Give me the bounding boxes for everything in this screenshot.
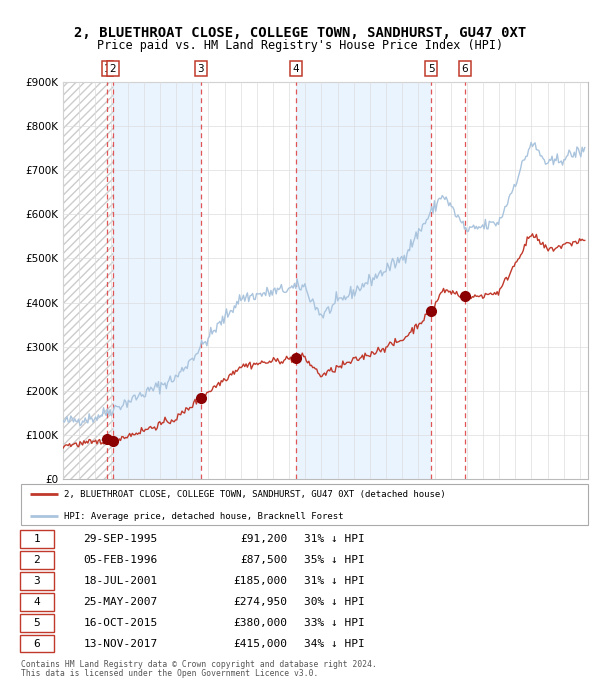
Text: £185,000: £185,000	[233, 576, 287, 585]
Text: 1: 1	[104, 64, 111, 73]
FancyBboxPatch shape	[20, 572, 54, 590]
Text: Price paid vs. HM Land Registry's House Price Index (HPI): Price paid vs. HM Land Registry's House …	[97, 39, 503, 52]
FancyBboxPatch shape	[20, 635, 54, 653]
Text: This data is licensed under the Open Government Licence v3.0.: This data is licensed under the Open Gov…	[21, 669, 319, 678]
FancyBboxPatch shape	[20, 593, 54, 611]
FancyBboxPatch shape	[20, 614, 54, 632]
Text: 16-OCT-2015: 16-OCT-2015	[83, 617, 158, 628]
Text: £274,950: £274,950	[233, 597, 287, 607]
Text: 6: 6	[461, 64, 468, 73]
Text: 34% ↓ HPI: 34% ↓ HPI	[305, 639, 365, 649]
Bar	[113, 82, 201, 479]
Text: 4: 4	[292, 64, 299, 73]
Text: Contains HM Land Registry data © Crown copyright and database right 2024.: Contains HM Land Registry data © Crown c…	[21, 660, 377, 668]
Text: 31% ↓ HPI: 31% ↓ HPI	[305, 576, 365, 585]
Bar	[296, 82, 431, 479]
Text: £91,200: £91,200	[240, 534, 287, 544]
Text: 3: 3	[34, 576, 40, 585]
Text: 4: 4	[34, 597, 40, 607]
Text: £415,000: £415,000	[233, 639, 287, 649]
Text: 2, BLUETHROAT CLOSE, COLLEGE TOWN, SANDHURST, GU47 0XT (detached house): 2, BLUETHROAT CLOSE, COLLEGE TOWN, SANDH…	[64, 490, 445, 499]
FancyBboxPatch shape	[20, 551, 54, 568]
Text: 6: 6	[34, 639, 40, 649]
FancyBboxPatch shape	[21, 484, 588, 525]
FancyBboxPatch shape	[20, 530, 54, 547]
Text: 13-NOV-2017: 13-NOV-2017	[83, 639, 158, 649]
Text: 05-FEB-1996: 05-FEB-1996	[83, 555, 158, 565]
Text: 3: 3	[197, 64, 204, 73]
Text: 2: 2	[34, 555, 40, 565]
Text: £87,500: £87,500	[240, 555, 287, 565]
Text: 2, BLUETHROAT CLOSE, COLLEGE TOWN, SANDHURST, GU47 0XT: 2, BLUETHROAT CLOSE, COLLEGE TOWN, SANDH…	[74, 26, 526, 40]
Text: 35% ↓ HPI: 35% ↓ HPI	[305, 555, 365, 565]
Text: 33% ↓ HPI: 33% ↓ HPI	[305, 617, 365, 628]
Text: 18-JUL-2001: 18-JUL-2001	[83, 576, 158, 585]
Text: 30% ↓ HPI: 30% ↓ HPI	[305, 597, 365, 607]
Text: 5: 5	[428, 64, 434, 73]
Text: 29-SEP-1995: 29-SEP-1995	[83, 534, 158, 544]
Text: 1: 1	[34, 534, 40, 544]
Bar	[63, 82, 113, 479]
Text: HPI: Average price, detached house, Bracknell Forest: HPI: Average price, detached house, Brac…	[64, 512, 343, 521]
Text: 2: 2	[110, 64, 116, 73]
Text: 25-MAY-2007: 25-MAY-2007	[83, 597, 158, 607]
Text: £380,000: £380,000	[233, 617, 287, 628]
Text: 31% ↓ HPI: 31% ↓ HPI	[305, 534, 365, 544]
Text: 5: 5	[34, 617, 40, 628]
